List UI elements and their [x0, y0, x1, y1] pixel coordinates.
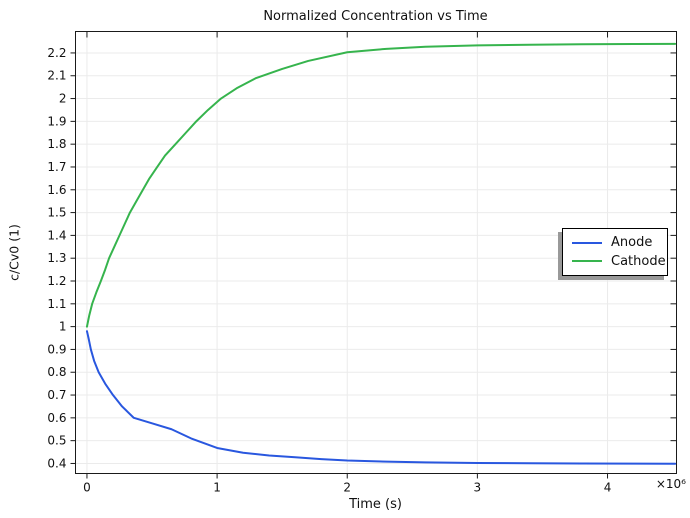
legend-item-anode: Anode — [563, 236, 667, 249]
legend-item-cathode: Cathode — [563, 255, 667, 268]
x-axis-label: Time (s) — [349, 497, 402, 512]
legend: Anode Cathode — [562, 228, 668, 276]
y-tick-label: 1.8 — [47, 137, 66, 151]
y-tick-label: 1.4 — [47, 228, 66, 242]
series-line-anode — [85, 330, 677, 465]
x-tick-label: 3 — [474, 481, 482, 495]
legend-label: Cathode — [611, 253, 666, 269]
chart-title: Normalized Concentration vs Time — [263, 9, 488, 24]
anode-line-swatch — [572, 241, 602, 244]
y-tick-label: 0.8 — [47, 365, 66, 379]
cathode-line-swatch — [572, 260, 602, 263]
x-tick-label: 2 — [343, 481, 351, 495]
y-tick-label: 2 — [59, 92, 67, 106]
y-tick-label: 0.9 — [47, 342, 66, 356]
x-tick-label: 1 — [213, 481, 221, 495]
y-tick-label: 1.1 — [47, 297, 66, 311]
y-tick-label: 1.7 — [47, 160, 66, 174]
y-tick-label: 1.9 — [47, 114, 66, 128]
y-tick-label: 2.1 — [47, 69, 66, 83]
y-tick-label: 0.6 — [47, 411, 66, 425]
x-tick-label: 4 — [604, 481, 612, 495]
y-tick-label: 0.7 — [47, 388, 66, 402]
y-tick-label: 0.4 — [47, 456, 66, 470]
x-tick-label: 0 — [83, 481, 91, 495]
y-tick-label: 1.2 — [47, 274, 66, 288]
y-tick-label: 1 — [59, 320, 67, 334]
y-axis-label: c/Cv0 (1) — [6, 224, 22, 281]
y-tick-label: 2.2 — [47, 46, 66, 60]
y-tick-label: 0.5 — [47, 434, 66, 448]
y-tick-label: 1.6 — [47, 183, 66, 197]
y-tick-label: 1.3 — [47, 251, 66, 265]
x-axis-multiplier: ×10⁶ — [655, 477, 686, 491]
series-line-cathode — [85, 42, 677, 328]
legend-label: Anode — [611, 235, 653, 251]
y-tick-label: 1.5 — [47, 206, 66, 220]
